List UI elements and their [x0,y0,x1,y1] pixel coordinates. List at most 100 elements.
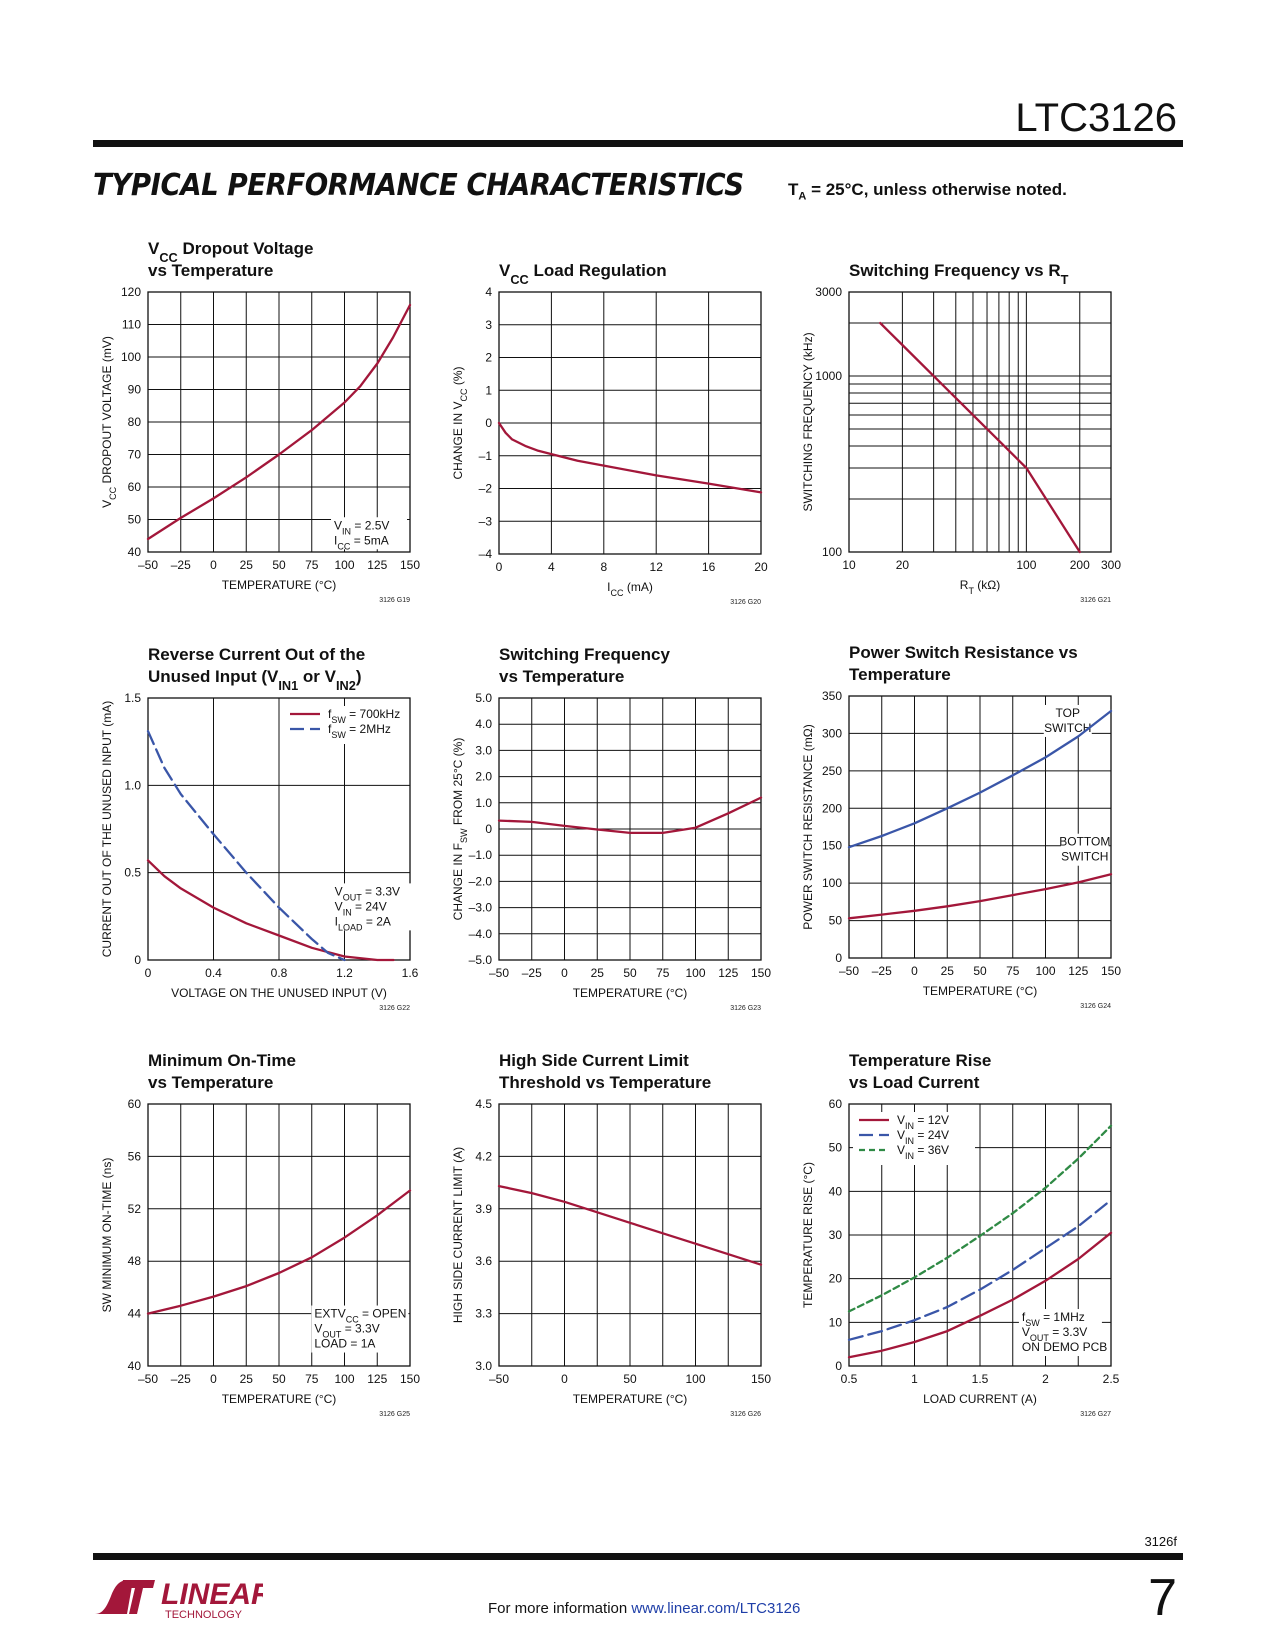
y-axis-label-part: TEMPERATURE RISE (°C) [801,1162,815,1308]
x-tick-label: –25 [872,964,892,978]
annotation-text-part: BOTTOM [1059,835,1110,849]
legend-label: fSW = 700kHz [328,707,400,725]
chart-g24: Power Switch Resistance vs Temperature –50… [801,643,1121,1010]
logo-mark-right [121,1580,155,1614]
series-line-2MHz [146,730,346,962]
x-axis-label: VOLTAGE ON THE UNUSED INPUT (V) [171,986,387,1000]
y-tick-label: 70 [128,448,142,462]
y-axis-label-part: (%) [451,366,465,388]
y-tick-label: 100 [822,545,842,559]
annotation-text-sub: SW [1025,1318,1040,1328]
x-tick-label: 0.8 [271,966,288,980]
logo-subtext: TECHNOLOGY [165,1609,243,1620]
x-tick-label: 0.5 [841,1372,858,1386]
x-axis-label-sub: CC [611,588,624,598]
x-tick-label: –50 [489,966,509,980]
chart-title: Threshold vs Temperature [499,1073,711,1092]
annotation-text: VIN = 24V [335,899,387,917]
x-tick-label: 150 [400,1372,420,1386]
y-tick-label: 110 [122,318,141,332]
y-axis-label-part: CURRENT OUT OF THE UNUSED INPUT (mA) [100,701,114,957]
y-tick-label: 90 [128,383,142,397]
y-axis-label-part: CHANGE IN V [451,401,465,479]
y-tick-label: 250 [822,764,842,778]
figure-id: 3126 G26 [730,1411,761,1418]
y-tick-label: 1.0 [475,796,492,810]
chart-title-sub: IN2 [336,678,356,693]
plot-frame [147,291,411,553]
chart-title-part: Power Switch Resistance vs [849,643,1078,662]
chart-title-part: V [499,261,511,280]
cond-t: T [788,180,799,199]
y-tick-label: 1.0 [124,778,141,792]
y-axis-label: SWITCHING FREQUENCY (kHz) [801,332,815,511]
x-tick-label: 1 [911,1372,918,1386]
y-tick-label: 4.5 [475,1097,492,1111]
x-tick-label: 16 [702,560,716,574]
legend-label-sub: IN [905,1121,914,1131]
chart-title: Reverse Current Out of the [148,645,365,664]
x-axis-label-part: TEMPERATURE (°C) [573,1392,688,1406]
figure-id: 3126 G21 [1080,597,1111,604]
annotation-text-part: = 3.3V [362,884,400,898]
y-axis-label-sub: CC [108,486,118,499]
y-tick-label: –1 [479,449,493,463]
y-tick-label: 2.0 [475,770,492,784]
x-tick-label: 100 [334,558,354,572]
annotation-text: fSW = 1MHz [1022,1310,1085,1328]
y-tick-label: 0.5 [124,866,141,880]
chart-title-part: or V [298,667,336,686]
y-tick-label: 1000 [815,369,842,383]
y-tick-label: 3000 [815,285,842,299]
linear-logo: LINEAR TECHNOLOGY [93,1572,273,1625]
x-tick-label: 100 [685,966,705,980]
y-tick-label: 1.5 [124,691,141,705]
footer-link[interactable]: www.linear.com/LTC3126 [631,1600,801,1617]
legend-label: fSW = 2MHz [328,722,391,740]
legend-label-part: = 700kHz [346,707,400,721]
chart-g21: Switching Frequency vs RT 10 20 100 200 300 10… [801,261,1121,604]
x-tick-label: 150 [400,558,420,572]
x-tick-label: 125 [1068,964,1088,978]
annotation-text-part: V [334,518,342,532]
figure-id: 3126 G24 [1080,1003,1111,1010]
y-axis-label: HIGH SIDE CURRENT LIMIT (A) [451,1147,465,1323]
x-tick-label: 200 [1070,558,1090,572]
y-tick-label: 20 [829,1272,843,1286]
series-line-bottom [847,873,1113,920]
chart-title-part: vs Load Current [849,1073,980,1092]
chart-title-part: vs Temperature [499,667,624,686]
x-tick-label: 20 [896,558,910,572]
cond-sub: A [798,190,807,203]
figure-id: 3126 G25 [379,1411,410,1418]
header-rule [93,140,1183,147]
y-tick-label: 0 [485,822,492,836]
cond-rest: = 25°C, unless otherwise noted. [806,180,1067,199]
x-tick-label: –25 [522,966,542,980]
x-tick-label: 10 [842,558,856,572]
chart-title: Temperature Rise [849,1051,991,1070]
y-tick-label: 50 [128,513,142,527]
x-axis-label: TEMPERATURE (°C) [573,986,688,1000]
y-tick-label: 150 [822,839,842,853]
x-tick-label: 75 [305,558,319,572]
annotation-text-part: = 1MHz [1040,1310,1085,1324]
x-tick-label: –50 [138,558,158,572]
x-axis-label-part: TEMPERATURE (°C) [573,986,688,1000]
y-axis-label: CURRENT OUT OF THE UNUSED INPUT (mA) [100,701,114,957]
x-tick-label: 0 [561,966,568,980]
plot-frame [498,697,762,961]
x-tick-label: 0 [145,966,152,980]
x-tick-label: 300 [1101,558,1121,572]
legend-label: VIN = 36V [897,1143,949,1161]
legend-label-sub: SW [331,715,346,725]
annotation-text: TOP [1056,706,1080,720]
annotation-text-sub: IN [343,907,352,917]
annotation-text-part: = 3.3V [1049,1325,1087,1339]
x-tick-label: 25 [240,1372,254,1386]
chart-title-sub: T [1061,272,1069,287]
chart-title-part: Switching Frequency vs R [849,261,1061,280]
annotation-text: ICC = 5mA [334,533,389,551]
y-tick-label: 10 [829,1315,843,1329]
annotation-bg [1060,833,1109,866]
